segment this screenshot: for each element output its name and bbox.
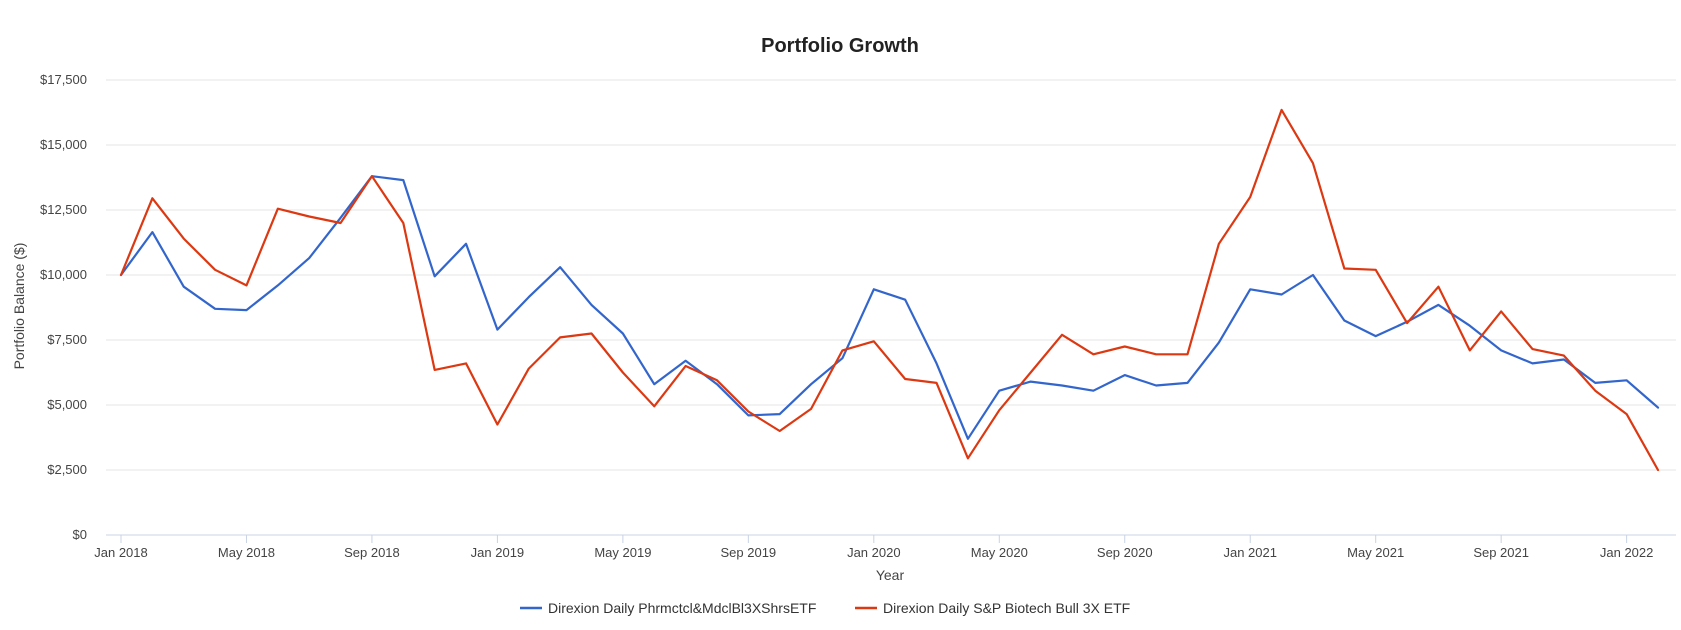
x-tick-label: Jan 2019 [471, 545, 525, 560]
y-tick-label: $15,000 [40, 137, 87, 152]
series-line-1 [119, 175, 1660, 440]
gridlines [106, 79, 1676, 471]
x-tick-label: May 2021 [1347, 545, 1404, 560]
x-tick-label: May 2019 [594, 545, 651, 560]
legend-item-2[interactable]: Direxion Daily S&P Biotech Bull 3X ETF [855, 600, 1130, 616]
legend-item-1[interactable]: Direxion Daily Phrmctcl&MdclBl3XShrsETF [520, 600, 816, 616]
x-tick-label: Jan 2018 [94, 545, 148, 560]
y-tick-label: $10,000 [40, 267, 87, 282]
legend: Direxion Daily Phrmctcl&MdclBl3XShrsETF D… [520, 600, 1130, 616]
x-tick-label: Jan 2020 [847, 545, 901, 560]
chart-title: Portfolio Growth [761, 35, 919, 57]
x-axis-ticks: Jan 2018 May 2018 Sep 2018 Jan 2019 May 2019… [94, 535, 1653, 560]
y-tick-label: $0 [73, 527, 87, 542]
y-tick-label: $17,500 [40, 72, 87, 87]
y-tick-label: $12,500 [40, 202, 87, 217]
series-line-2 [119, 108, 1660, 472]
x-tick-label: Jan 2022 [1600, 545, 1654, 560]
x-tick-label: Sep 2020 [1097, 545, 1153, 560]
y-axis-tick-labels: $0 $2,500 $5,000 $7,500 $10,000 $12,500 $15,00… [40, 72, 87, 542]
y-tick-label: $5,000 [47, 397, 87, 412]
legend-label: Direxion Daily Phrmctcl&MdclBl3XShrsETF [548, 600, 816, 616]
y-axis-title: Portfolio Balance ($) [11, 243, 27, 370]
x-tick-label: Jan 2021 [1223, 545, 1277, 560]
y-tick-label: $2,500 [47, 462, 87, 477]
x-tick-label: Sep 2021 [1473, 545, 1529, 560]
x-tick-label: Sep 2019 [721, 545, 777, 560]
series-lines [119, 108, 1660, 472]
x-tick-label: Sep 2018 [344, 545, 400, 560]
x-tick-label: May 2018 [218, 545, 275, 560]
x-tick-label: May 2020 [971, 545, 1028, 560]
y-tick-label: $7,500 [47, 332, 87, 347]
legend-label: Direxion Daily S&P Biotech Bull 3X ETF [883, 600, 1130, 616]
x-axis-title: Year [876, 567, 905, 583]
